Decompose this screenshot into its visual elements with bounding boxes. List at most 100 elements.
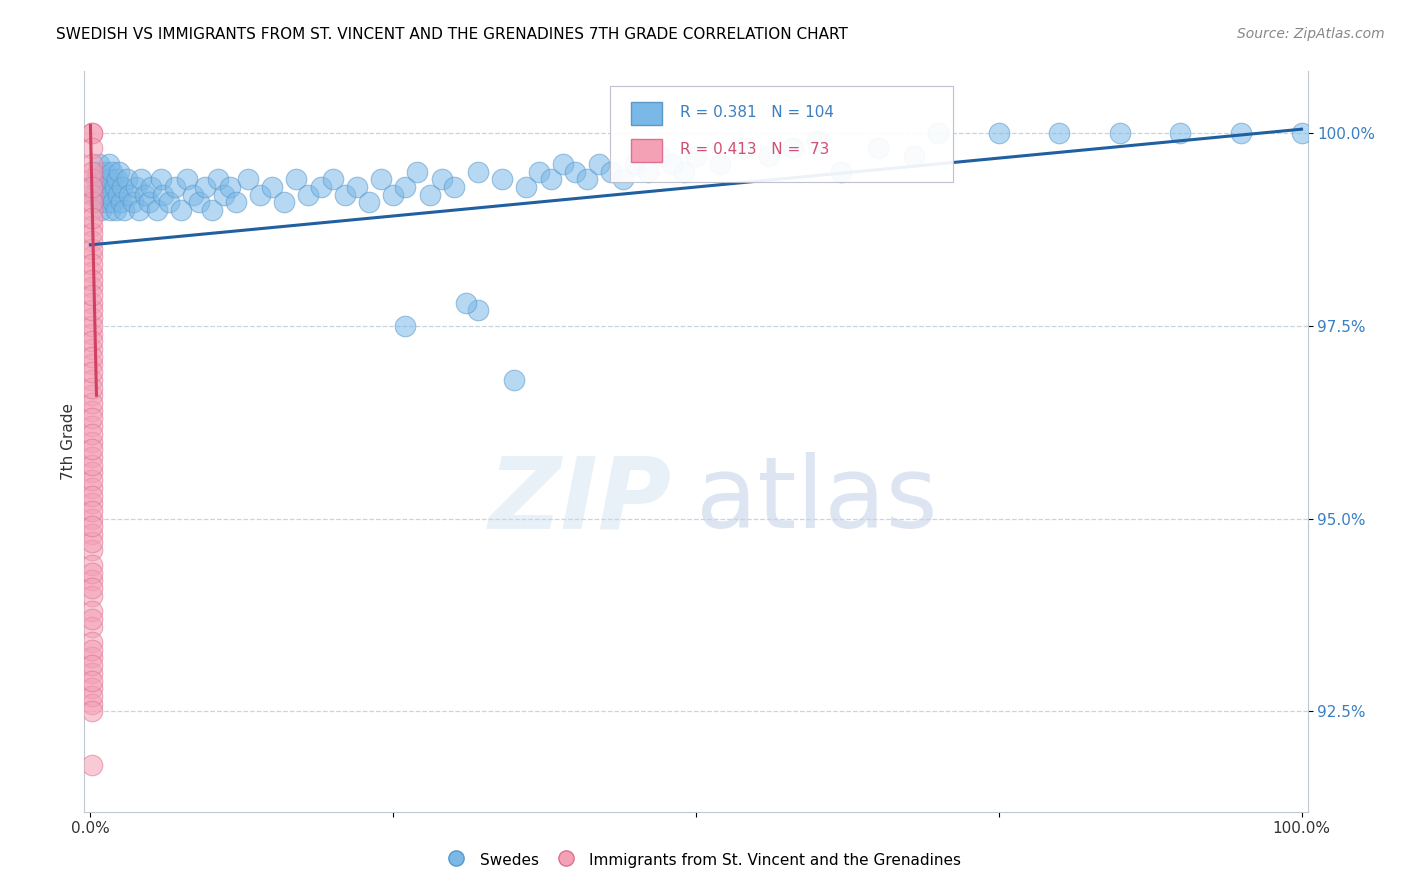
Point: [285, 172, 308, 186]
Point: [1108, 126, 1130, 140]
Point: [443, 180, 465, 194]
FancyBboxPatch shape: [610, 87, 953, 183]
Point: [1291, 126, 1313, 140]
Text: R = 0.381   N = 104: R = 0.381 N = 104: [681, 105, 834, 120]
Point: [80, 689, 103, 703]
Point: [91, 172, 114, 186]
Y-axis label: 7th Grade: 7th Grade: [60, 403, 76, 480]
Point: [103, 195, 125, 210]
Point: [80, 288, 103, 302]
Point: [87, 195, 110, 210]
Point: [80, 604, 103, 618]
Point: [80, 658, 103, 673]
Point: [170, 203, 193, 218]
Point: [80, 403, 103, 417]
Point: [1047, 126, 1070, 140]
Point: [527, 164, 550, 178]
Point: [105, 172, 128, 186]
Point: [146, 203, 169, 218]
Point: [709, 157, 731, 171]
Point: [80, 242, 103, 256]
Text: ZIP: ZIP: [488, 452, 672, 549]
Point: [80, 589, 103, 603]
Point: [107, 187, 129, 202]
Point: [236, 172, 259, 186]
Point: [80, 519, 103, 533]
Point: [782, 141, 804, 155]
Point: [138, 195, 160, 210]
Point: [87, 157, 110, 171]
Point: [80, 272, 103, 286]
Point: [80, 574, 103, 588]
Point: [80, 172, 103, 186]
Point: [80, 642, 103, 657]
Point: [90, 203, 112, 218]
Point: [128, 203, 150, 218]
Point: [80, 187, 103, 202]
Point: [134, 187, 156, 202]
Point: [152, 187, 174, 202]
Point: [333, 187, 356, 202]
Point: [515, 180, 537, 194]
Point: [80, 350, 103, 364]
Point: [612, 172, 634, 186]
Point: [758, 149, 780, 163]
Point: [80, 489, 103, 503]
Point: [297, 187, 319, 202]
Point: [80, 681, 103, 696]
Point: [80, 635, 103, 649]
Bar: [631, 139, 662, 162]
Point: [104, 203, 127, 218]
Point: [564, 164, 586, 178]
Point: [491, 172, 513, 186]
Point: [927, 126, 949, 140]
Point: [80, 326, 103, 341]
Point: [1230, 126, 1253, 140]
Point: [80, 365, 103, 379]
Point: [575, 172, 598, 186]
Legend: Swedes, Immigrants from St. Vincent and the Grenadines: Swedes, Immigrants from St. Vincent and …: [439, 845, 967, 875]
Point: [94, 164, 117, 178]
Point: [406, 164, 429, 178]
Point: [80, 481, 103, 495]
Point: [454, 295, 477, 310]
Point: [86, 164, 108, 178]
Point: [80, 141, 103, 155]
Point: [394, 180, 416, 194]
Point: [80, 157, 103, 171]
Point: [866, 141, 889, 155]
Point: [80, 180, 103, 194]
Point: [80, 126, 103, 140]
Bar: [631, 102, 662, 126]
Point: [80, 566, 103, 580]
Point: [661, 157, 683, 171]
Point: [80, 195, 103, 210]
Point: [249, 187, 271, 202]
Point: [987, 126, 1010, 140]
Point: [80, 388, 103, 402]
Point: [540, 172, 562, 186]
Point: [80, 219, 103, 233]
Point: [648, 149, 671, 163]
Point: [80, 164, 103, 178]
Point: [394, 318, 416, 333]
Point: [188, 195, 211, 210]
Point: [100, 187, 122, 202]
Point: [273, 195, 295, 210]
Point: [108, 164, 131, 178]
Point: [129, 172, 152, 186]
Point: [418, 187, 440, 202]
Point: [80, 434, 103, 449]
Point: [588, 157, 610, 171]
Point: [176, 172, 198, 186]
Point: [80, 527, 103, 541]
Point: [685, 149, 707, 163]
Point: [80, 665, 103, 680]
Point: [806, 134, 828, 148]
Point: [80, 612, 103, 626]
Point: [183, 187, 205, 202]
Point: [551, 157, 574, 171]
Point: [165, 180, 187, 194]
Point: [80, 265, 103, 279]
Point: [80, 558, 103, 572]
